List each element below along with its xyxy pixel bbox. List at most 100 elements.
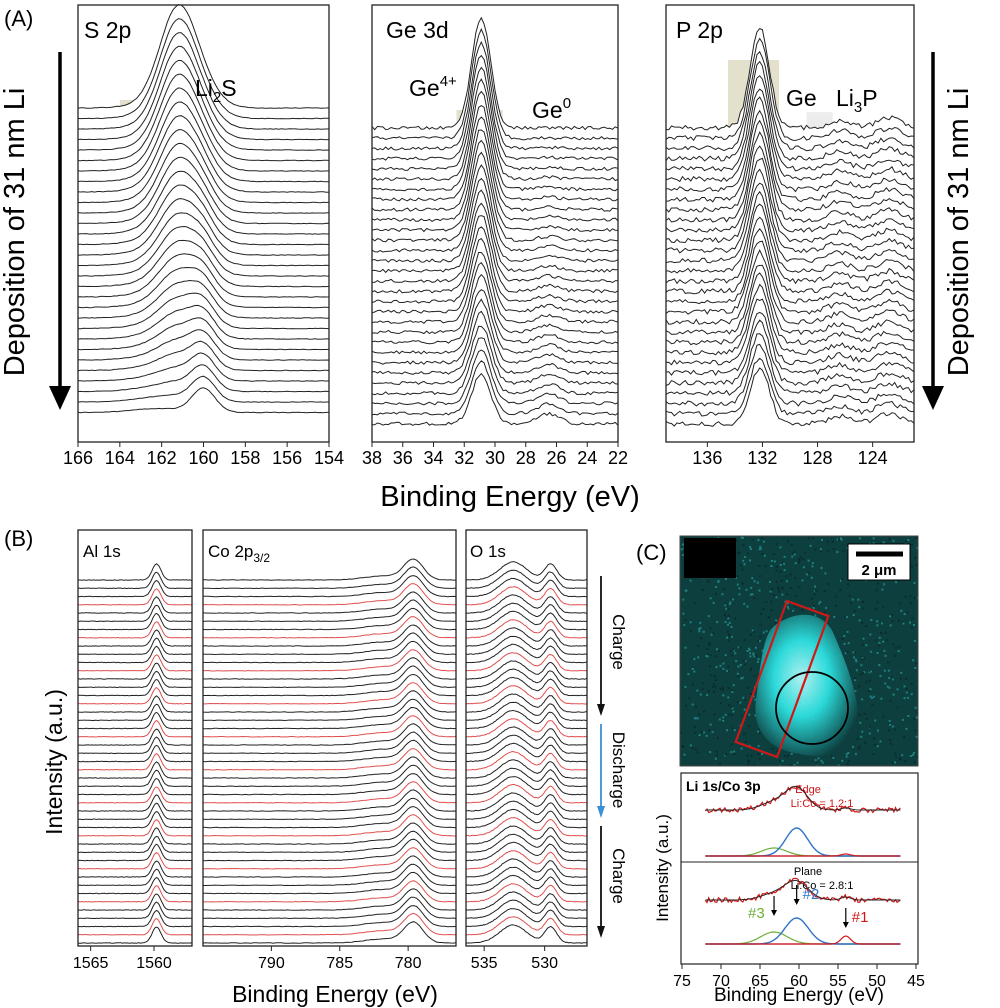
map-noise-pixel xyxy=(863,671,866,674)
spectrum-trace xyxy=(77,860,193,878)
map-noise-pixel xyxy=(698,734,701,737)
spectrum-trace xyxy=(202,789,457,812)
spectrum-trace xyxy=(202,797,457,821)
spectrum-trace xyxy=(371,289,618,355)
map-noise-pixel xyxy=(721,593,724,596)
map-noise-pixel xyxy=(905,727,908,730)
map-noise-pixel xyxy=(712,683,715,686)
map-noise-pixel xyxy=(849,601,852,604)
map-noise-pixel xyxy=(734,652,737,655)
spectrum-trace xyxy=(371,139,619,233)
map-noise-pixel xyxy=(888,537,891,540)
map-noise-pixel xyxy=(773,560,776,563)
map-noise-pixel xyxy=(863,657,865,660)
map-noise-pixel xyxy=(744,698,747,701)
map-noise-pixel xyxy=(750,586,753,589)
map-noise-pixel xyxy=(747,759,750,762)
map-noise-pixel xyxy=(861,730,864,733)
spectrum-trace xyxy=(202,607,457,631)
edge-region-box xyxy=(734,599,830,759)
map-noise-pixel xyxy=(698,628,700,631)
map-noise-pixel xyxy=(876,729,879,732)
spectrum-trace xyxy=(665,182,915,264)
map-noise-pixel xyxy=(868,725,871,728)
map-noise-pixel xyxy=(735,660,738,663)
map-noise-pixel xyxy=(798,561,801,564)
map-noise-pixel xyxy=(815,589,817,592)
map-noise-pixel xyxy=(708,729,711,732)
map-noise-pixel xyxy=(775,565,778,568)
map-noise-pixel xyxy=(915,716,918,719)
map-noise-pixel xyxy=(893,752,896,755)
map-noise-pixel xyxy=(727,617,730,620)
map-noise-pixel xyxy=(843,635,846,638)
map-noise-pixel xyxy=(907,715,910,717)
spectrum-trace xyxy=(465,643,587,664)
map-noise-pixel xyxy=(746,605,749,608)
map-noise-pixel xyxy=(742,559,745,562)
map-noise-pixel xyxy=(781,759,784,762)
map-noise-pixel xyxy=(760,612,762,615)
spectrum-trace xyxy=(203,863,457,887)
map-noise-pixel xyxy=(915,735,918,738)
x-tick-label: 38 xyxy=(362,448,382,468)
map-noise-pixel xyxy=(728,614,731,617)
al1s-title: Al 1s xyxy=(83,542,121,561)
map-noise-pixel xyxy=(759,635,762,638)
map-noise-pixel xyxy=(913,581,916,584)
map-noise-pixel xyxy=(875,608,878,610)
map-noise-pixel xyxy=(774,621,777,624)
spectrum-trace xyxy=(665,249,915,325)
spectrum-trace xyxy=(77,212,330,267)
map-noise-pixel xyxy=(769,592,772,595)
map-noise-pixel xyxy=(742,544,745,546)
map-noise-pixel xyxy=(737,552,740,555)
spectrum-trace xyxy=(77,918,193,936)
spectrum-trace xyxy=(665,227,915,305)
map-noise-pixel xyxy=(762,631,765,634)
map-noise-pixel xyxy=(722,662,725,665)
x-tick-label: 28 xyxy=(516,448,536,468)
map-noise-pixel xyxy=(916,755,918,758)
map-noise-pixel xyxy=(814,585,816,588)
edge-label: Edge xyxy=(795,784,821,796)
map-noise-pixel xyxy=(860,655,863,658)
spectrum-trace xyxy=(202,698,457,722)
o1s-panel: O 1s 535 530 xyxy=(465,529,588,983)
map-noise-pixel xyxy=(878,644,881,647)
scale-bar-label: 2 μm xyxy=(861,562,896,579)
map-noise-pixel xyxy=(836,538,839,541)
map-noise-pixel xyxy=(733,750,736,753)
trace-mask xyxy=(78,387,329,453)
spectrum-trace xyxy=(77,629,193,647)
map-noise-pixel xyxy=(730,626,733,628)
spectrum-trace xyxy=(665,88,915,183)
map-noise-pixel xyxy=(762,608,765,610)
map-noise-pixel xyxy=(916,711,918,714)
map-noise-pixel xyxy=(702,589,704,592)
map-noise-pixel xyxy=(889,738,892,741)
trace-mask xyxy=(372,42,618,189)
map-noise-pixel xyxy=(837,764,840,766)
map-noise-pixel xyxy=(708,642,710,645)
map-noise-pixel xyxy=(836,551,839,553)
map-noise-pixel xyxy=(811,597,813,600)
spectrum-trace xyxy=(77,73,330,162)
map-noise-pixel xyxy=(740,536,743,539)
map-noise-pixel xyxy=(696,717,699,720)
map-noise-pixel xyxy=(890,676,893,679)
map-noise-pixel xyxy=(910,693,913,696)
map-noise-pixel xyxy=(798,559,801,562)
spectrum-trace xyxy=(202,739,457,763)
map-noise-pixel xyxy=(841,578,844,581)
spectrum-trace xyxy=(665,216,915,295)
map-noise-pixel xyxy=(714,655,717,658)
map-noise-pixel xyxy=(724,621,727,624)
spectrum-trace xyxy=(77,375,329,403)
map-noise-pixel xyxy=(903,697,906,700)
map-noise-pixel xyxy=(820,759,823,762)
map-noise-pixel xyxy=(883,649,886,652)
map-noise-pixel xyxy=(729,650,732,653)
map-noise-pixel xyxy=(767,616,770,619)
spectrum-trace xyxy=(78,901,193,920)
